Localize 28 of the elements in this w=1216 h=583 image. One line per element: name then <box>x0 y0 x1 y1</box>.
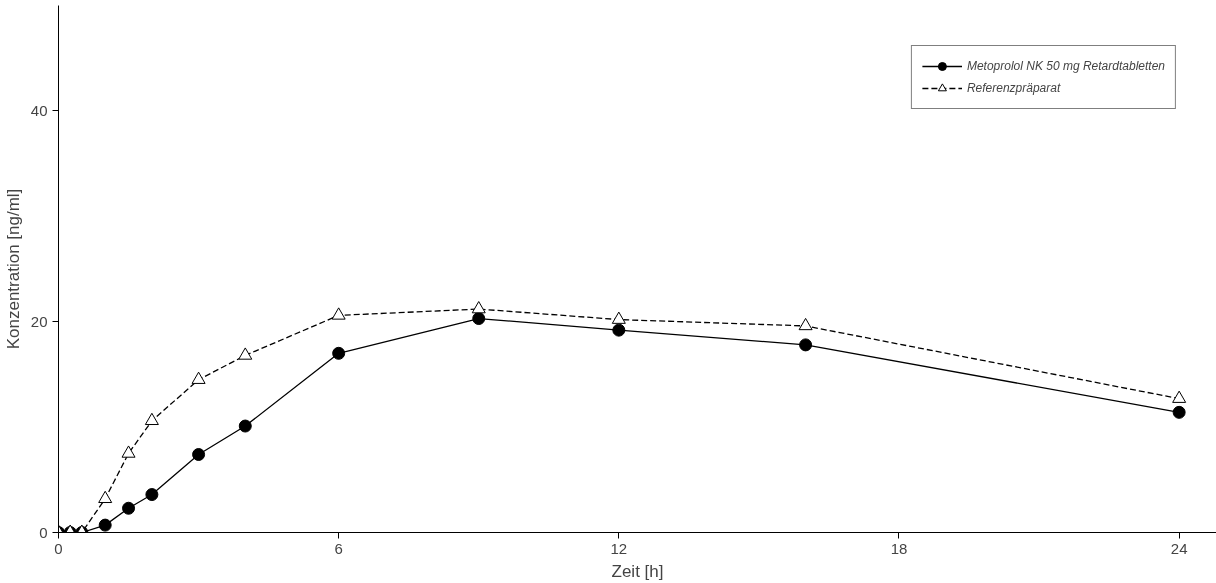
point <box>472 312 486 326</box>
x-tick-label: 0 <box>54 539 63 557</box>
point <box>238 419 252 433</box>
legend-label: Referenzpräparat <box>966 81 1061 95</box>
x-tick-label: 18 <box>890 539 908 557</box>
x-tick-label: 12 <box>610 539 628 557</box>
point <box>121 445 136 458</box>
y-tick-label: 20 <box>30 312 48 330</box>
point <box>612 323 626 337</box>
y-axis-title: Konzentration [ng/ml] <box>3 188 23 350</box>
legend-label: Metoprolol NK 50 mg Retardtabletten <box>966 59 1165 73</box>
point <box>799 338 813 352</box>
x-axis-title: Zeit [h] <box>611 561 664 581</box>
point <box>238 347 253 360</box>
point <box>98 490 113 504</box>
point <box>1172 390 1187 403</box>
point <box>471 301 486 314</box>
point <box>611 311 626 324</box>
point <box>332 346 346 360</box>
point <box>1172 405 1186 419</box>
y-tick-label: 40 <box>30 101 48 119</box>
point <box>144 412 159 426</box>
y-tick-label: 0 <box>39 523 48 541</box>
x-tick-label: 24 <box>1170 539 1188 557</box>
point <box>191 371 206 384</box>
point <box>331 307 346 320</box>
x-tick-label: 6 <box>334 539 343 557</box>
point <box>798 317 813 331</box>
